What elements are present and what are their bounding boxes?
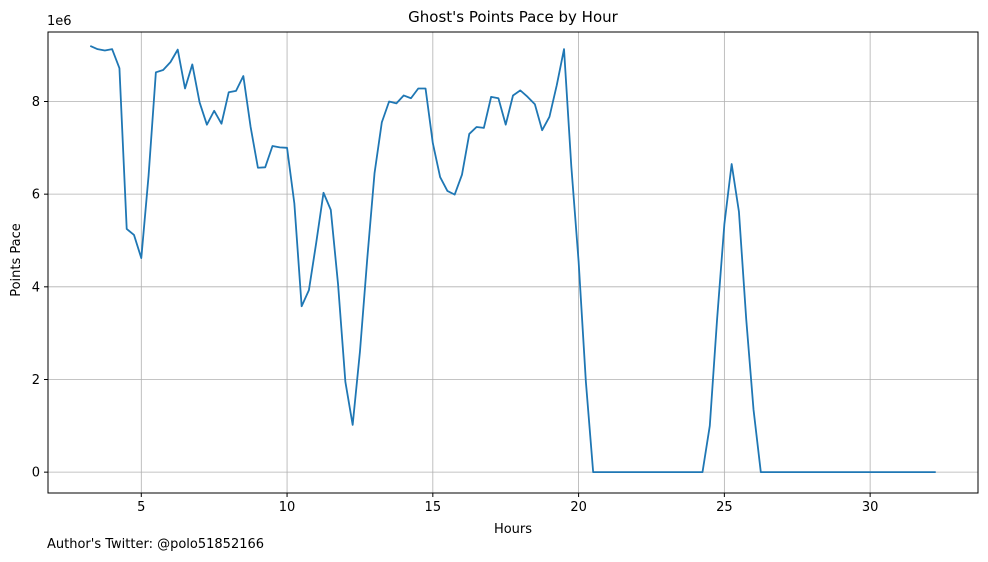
- x-tick-label: 10: [279, 500, 296, 515]
- y-tick-label: 8: [32, 95, 40, 110]
- axis-ticks: 5 10 15 20 25 30 0 2 4 6 8: [32, 95, 879, 515]
- y-tick-label: 4: [32, 280, 40, 295]
- x-tick-label: 5: [137, 500, 145, 515]
- y-tick-label: 6: [32, 188, 40, 203]
- x-tick-label: 25: [716, 500, 733, 515]
- x-tick-label: 30: [862, 500, 879, 515]
- plot-frame: [47, 31, 979, 494]
- series-layer: [89, 45, 936, 474]
- y-tick-label: 2: [32, 373, 40, 388]
- y-tick-label: 0: [32, 466, 40, 481]
- x-axis-label: Hours: [494, 522, 532, 537]
- grid: [48, 32, 978, 493]
- author-twitter-note: Author's Twitter: @polo51852166: [47, 537, 265, 552]
- chart-title: Ghost's Points Pace by Hour: [408, 8, 618, 26]
- x-tick-label: 15: [425, 500, 442, 515]
- series-line: [89, 45, 936, 474]
- y-axis-label: Points Pace: [9, 223, 24, 297]
- y-scale-label: 1e6: [47, 14, 72, 29]
- x-tick-label: 20: [570, 500, 587, 515]
